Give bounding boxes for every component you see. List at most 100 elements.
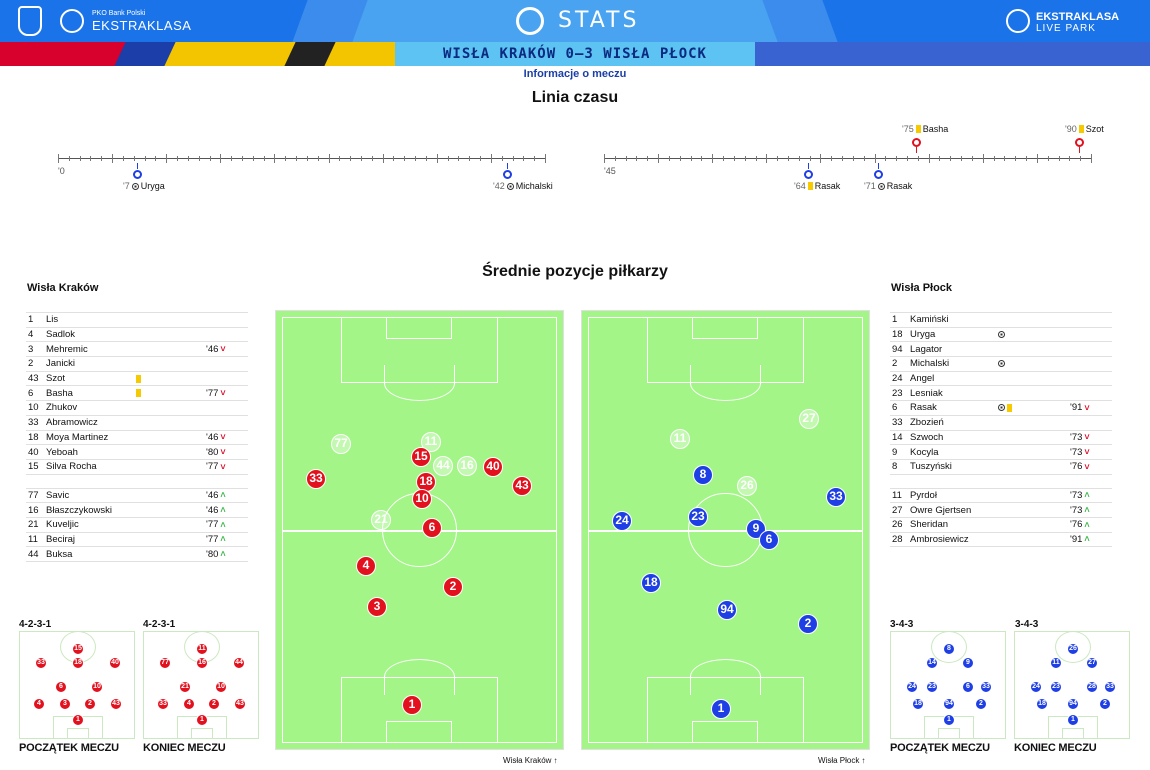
player-marker[interactable]: 33 [35,657,47,669]
timeline-event-marker[interactable] [133,170,142,179]
player-marker[interactable]: 6 [422,518,442,538]
player-marker[interactable]: 33 [157,698,169,710]
player-marker[interactable]: 10 [215,681,227,693]
roster-row[interactable]: 26 Sheridan '76 ˄ [890,518,1112,533]
player-marker[interactable]: 26 [737,476,757,496]
player-marker[interactable]: 1 [1067,714,1079,726]
player-marker[interactable]: 16 [457,456,477,476]
player-marker[interactable]: 11 [1050,657,1062,669]
player-marker[interactable]: 15 [72,643,84,655]
roster-row[interactable]: 18 Moya Martinez '46 ˅ [26,431,248,446]
player-marker[interactable]: 6 [55,681,67,693]
player-marker[interactable]: 2 [443,577,463,597]
player-marker[interactable]: 40 [483,457,503,477]
player-marker[interactable]: 11 [196,643,208,655]
roster-row[interactable]: 18 Uryga [890,328,1112,343]
player-marker[interactable]: 9 [962,657,974,669]
player-marker[interactable]: 94 [1067,698,1079,710]
roster-row[interactable]: 15 Silva Rocha '77 ˅ [26,460,248,475]
player-marker[interactable]: 2 [208,698,220,710]
player-marker[interactable]: 2 [1099,698,1111,710]
roster-row[interactable]: 23 Lesniak [890,386,1112,402]
roster-row[interactable]: 43 Szot [26,372,248,387]
player-marker[interactable]: 8 [693,465,713,485]
roster-row[interactable]: 3 Mehremic '46 ˅ [26,342,248,358]
roster-row[interactable]: 1 Kamiński [890,313,1112,328]
player-marker[interactable]: 33 [980,681,992,693]
player-marker[interactable]: 40 [109,657,121,669]
player-marker[interactable]: 77 [159,657,171,669]
roster-row[interactable]: 77 Savic '46 ˄ [26,489,248,504]
roster-row[interactable]: 33 Abramowicz [26,416,248,431]
player-marker[interactable]: 4 [356,556,376,576]
player-marker[interactable]: 24 [1030,681,1042,693]
player-marker[interactable]: 43 [234,698,246,710]
timeline-event-marker[interactable] [1075,138,1084,147]
livepark-logo-icon[interactable] [1006,9,1030,33]
player-marker[interactable]: 23 [688,507,708,527]
player-marker[interactable]: 1 [196,714,208,726]
player-marker[interactable]: 27 [1086,657,1098,669]
roster-row[interactable]: 1 Lis [26,313,248,328]
timeline-event-marker[interactable] [804,170,813,179]
player-marker[interactable]: 21 [371,510,391,530]
player-marker[interactable]: 14 [926,657,938,669]
player-marker[interactable]: 15 [411,447,431,467]
player-marker[interactable]: 24 [612,511,632,531]
player-marker[interactable]: 43 [110,698,122,710]
player-marker[interactable]: 1 [402,695,422,715]
player-marker[interactable]: 10 [91,681,103,693]
player-marker[interactable]: 6 [962,681,974,693]
player-marker[interactable]: 18 [72,657,84,669]
roster-row[interactable]: 33 Zbozień [890,416,1112,431]
roster-row[interactable]: 11 Pyrdoł '73 ˄ [890,489,1112,504]
player-marker[interactable]: 1 [72,714,84,726]
player-marker[interactable]: 10 [412,489,432,509]
player-marker[interactable]: 44 [233,657,245,669]
roster-row[interactable]: 9 Kocyla '73 ˅ [890,445,1112,460]
player-marker[interactable]: 1 [943,714,955,726]
roster-row[interactable]: 11 Beciraj '77 ˄ [26,533,248,548]
player-marker[interactable]: 2 [975,698,987,710]
player-marker[interactable]: 6 [759,530,779,550]
player-marker[interactable]: 27 [799,409,819,429]
player-marker[interactable]: 28 [1086,681,1098,693]
player-marker[interactable]: 11 [421,432,441,452]
player-marker[interactable]: 2 [798,614,818,634]
roster-row[interactable]: 2 Janicki [26,357,248,372]
player-marker[interactable]: 18 [641,573,661,593]
roster-row[interactable]: 6 Basha '77 ˅ [26,386,248,402]
player-marker[interactable]: 23 [1050,681,1062,693]
player-marker[interactable]: 18 [1036,698,1048,710]
player-marker[interactable]: 3 [367,597,387,617]
player-marker[interactable]: 77 [331,434,351,454]
roster-row[interactable]: 27 Owre Gjertsen '73 ˄ [890,503,1112,518]
roster-row[interactable]: 6 Rasak '91 ˅ [890,401,1112,416]
player-marker[interactable]: 16 [196,657,208,669]
roster-row[interactable]: 28 Ambrosiewicz '91 ˄ [890,533,1112,548]
player-marker[interactable]: 21 [179,681,191,693]
match-info-link[interactable]: Informacje o meczu [523,68,627,80]
player-marker[interactable]: 23 [926,681,938,693]
player-marker[interactable]: 33 [1104,681,1116,693]
roster-row[interactable]: 24 Angel [890,372,1112,387]
ekstraklasa-logo-icon[interactable] [60,9,84,33]
player-marker[interactable]: 24 [906,681,918,693]
player-marker[interactable]: 26 [1067,643,1079,655]
roster-row[interactable]: 2 Michalski [890,357,1112,372]
timeline-event-marker[interactable] [874,170,883,179]
roster-row[interactable]: 21 Kuveljic '77 ˄ [26,518,248,533]
roster-row[interactable]: 94 Lagator [890,342,1112,358]
player-marker[interactable]: 18 [912,698,924,710]
player-marker[interactable]: 94 [717,600,737,620]
player-marker[interactable]: 2 [84,698,96,710]
pko-logo-icon[interactable] [18,6,42,36]
roster-row[interactable]: 10 Zhukov [26,401,248,416]
player-marker[interactable]: 8 [943,643,955,655]
player-marker[interactable]: 44 [433,456,453,476]
player-marker[interactable]: 3 [59,698,71,710]
player-marker[interactable]: 94 [943,698,955,710]
player-marker[interactable]: 4 [183,698,195,710]
player-marker[interactable]: 33 [826,487,846,507]
player-marker[interactable]: 11 [670,429,690,449]
